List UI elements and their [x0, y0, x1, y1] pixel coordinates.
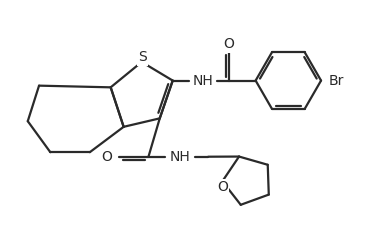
Text: O: O	[224, 37, 234, 52]
Text: S: S	[138, 50, 147, 64]
Text: NH: NH	[170, 150, 190, 164]
Text: O: O	[101, 150, 112, 164]
Text: O: O	[217, 180, 228, 194]
Text: NH: NH	[192, 74, 213, 88]
Text: Br: Br	[328, 74, 344, 88]
